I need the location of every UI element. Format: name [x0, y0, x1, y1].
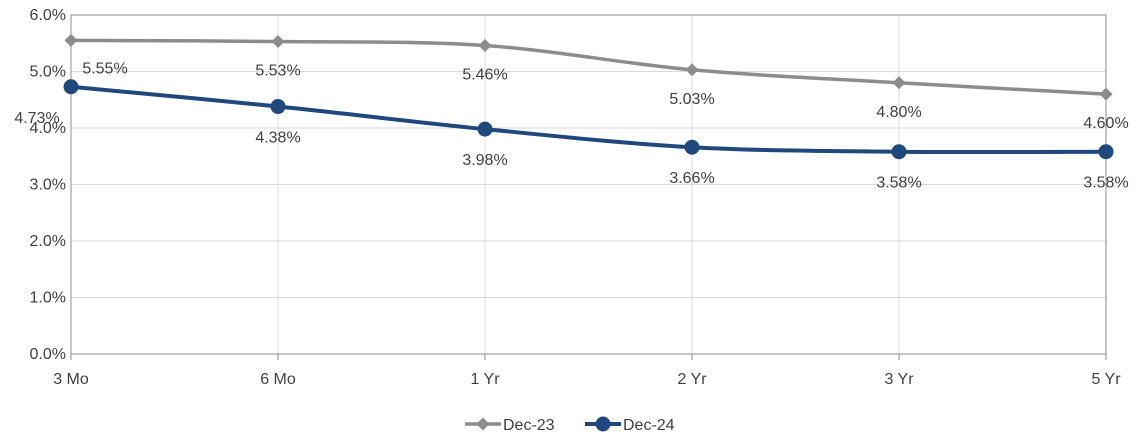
x-tick-label: 2 Yr: [677, 371, 707, 388]
y-tick-label: 0.0%: [30, 346, 66, 363]
data-point-marker: [892, 76, 906, 90]
y-tick-label: 2.0%: [30, 233, 66, 250]
data-point-marker: [685, 63, 699, 77]
data-point-marker: [1099, 87, 1113, 101]
x-tick-label: 5 Yr: [1091, 371, 1121, 388]
legend-label: Dec-24: [623, 417, 675, 434]
data-label: 3.58%: [1083, 175, 1128, 192]
data-label: 4.60%: [1083, 115, 1128, 132]
x-tick-label: 3 Yr: [884, 371, 914, 388]
series-line-dec-24: [70, 84, 1107, 155]
data-label: 5.03%: [669, 91, 714, 108]
data-point-marker: [477, 121, 493, 137]
y-tick-label: 5.0%: [30, 64, 66, 81]
y-tick-label: 3.0%: [30, 177, 66, 194]
data-label: 5.46%: [462, 67, 507, 84]
data-point-marker: [478, 39, 492, 53]
data-label: 4.80%: [876, 104, 921, 121]
data-label: 4.73%: [14, 110, 59, 127]
x-tick-label: 1 Yr: [470, 371, 500, 388]
data-label: 5.53%: [255, 63, 300, 80]
y-tick-label: 6.0%: [30, 7, 66, 24]
x-tick-label: 6 Mo: [260, 371, 296, 388]
data-point-marker: [271, 35, 285, 49]
data-label: 3.98%: [462, 152, 507, 169]
data-label: 3.58%: [876, 175, 921, 192]
data-label: 5.55%: [82, 60, 127, 77]
legend-marker-diamond: [476, 417, 490, 431]
data-point-marker: [891, 144, 907, 160]
y-tick-label: 4.0%: [30, 120, 66, 137]
series-line-dec-23: [70, 38, 1107, 96]
data-point-marker: [684, 139, 700, 155]
data-point-marker: [1098, 144, 1114, 160]
x-tick-label: 3 Mo: [53, 371, 89, 388]
data-point-marker: [270, 99, 286, 115]
legend-label: Dec-23: [503, 417, 555, 434]
y-tick-label: 1.0%: [30, 290, 66, 307]
legend-marker-circle: [595, 416, 611, 432]
data-label: 4.38%: [255, 130, 300, 147]
data-point-marker: [64, 33, 78, 47]
data-point-marker: [63, 79, 79, 95]
data-label: 3.66%: [669, 170, 714, 187]
